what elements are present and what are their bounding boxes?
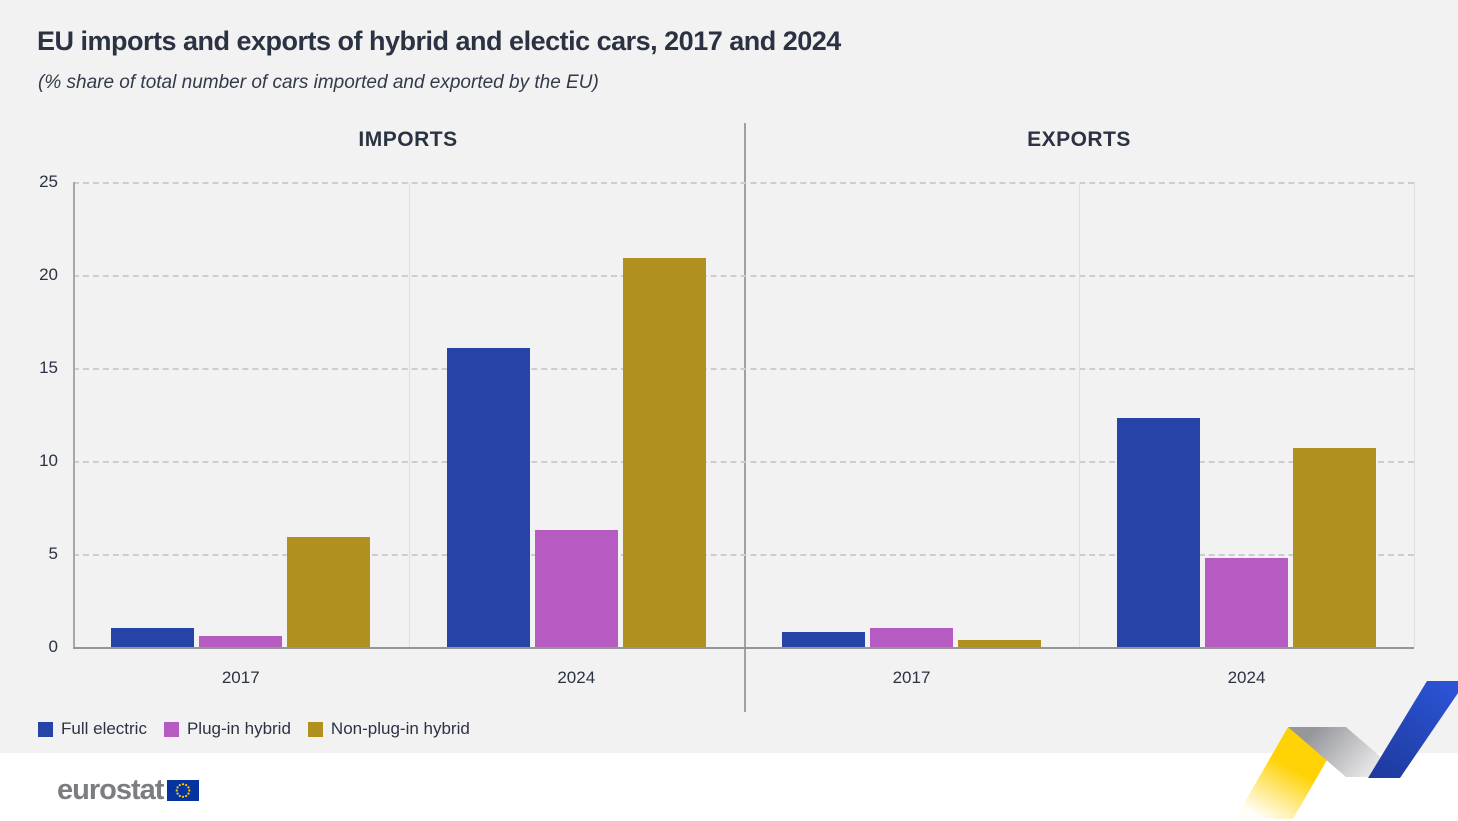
gridline-5 [73, 554, 1414, 556]
category-boundary-gridline [408, 182, 410, 647]
y-axis-line [73, 182, 75, 647]
legend-item-plug-in-hybrid: Plug-in hybrid [163, 719, 291, 739]
imports-panel-title: IMPORTS [358, 128, 458, 151]
bar-non-plug-in-hybrid-exports-2017 [958, 639, 1041, 647]
legend-label: Full electric [61, 719, 147, 738]
eurostat-wordmark: eurostat [57, 774, 164, 806]
footer-strip [0, 753, 1458, 821]
bar-non-plug-in-hybrid-exports-2024 [1293, 447, 1376, 647]
y-axis-tick-label: 10 [39, 451, 58, 470]
bar-full-electric-imports-2024 [446, 347, 530, 647]
category-boundary-gridline [1079, 182, 1080, 647]
y-axis-tick-label: 20 [39, 265, 58, 284]
legend-item-non-plug-in-hybrid: Non-plug-in hybrid [307, 719, 470, 739]
panel-divider-line [744, 123, 746, 712]
gridline-20 [73, 275, 1414, 277]
bar-plug-in-hybrid-imports-2017 [199, 635, 283, 647]
bar-full-electric-exports-2024 [1117, 418, 1200, 647]
y-axis-tick-label: 25 [39, 172, 58, 191]
bar-non-plug-in-hybrid-imports-2017 [287, 537, 371, 647]
y-axis-tick-label: 0 [48, 637, 58, 656]
eu-flag-icon [167, 780, 200, 801]
legend-swatch [163, 721, 179, 737]
legend-item-full-electric: Full electric [38, 719, 147, 739]
legend-label: Non-plug-in hybrid [330, 719, 470, 738]
plot-right-border [1414, 182, 1415, 647]
legend-swatch [307, 721, 323, 737]
exports-panel-title: EXPORTS [1027, 128, 1131, 151]
legend-label: Plug-in hybrid [186, 719, 291, 738]
gridline-25 [73, 182, 1414, 184]
gridline-10 [73, 461, 1414, 463]
category-label-imports-2017: 2017 [221, 668, 260, 687]
y-axis-tick-label: 5 [48, 544, 58, 563]
legend-swatch [38, 721, 53, 737]
bar-plug-in-hybrid-imports-2024 [534, 529, 618, 647]
eurostat-logo: eurostat [57, 774, 200, 807]
page-subtitle: (% share of total number of cars importe… [38, 72, 599, 93]
bar-plug-in-hybrid-exports-2024 [1205, 557, 1288, 647]
bar-full-electric-imports-2017 [111, 628, 195, 647]
gridline-15 [73, 368, 1414, 370]
bar-plug-in-hybrid-exports-2017 [870, 628, 953, 647]
x-axis-line [73, 647, 1414, 649]
category-label-exports-2017: 2017 [892, 668, 931, 687]
page-title: EU imports and exports of hybrid and ele… [37, 26, 841, 56]
bar-full-electric-exports-2017 [782, 632, 865, 647]
category-label-imports-2024: 2024 [557, 668, 596, 687]
category-label-exports-2024: 2024 [1227, 668, 1266, 687]
chart-legend: Full electric Plug-in hybrid Non-plug-in h… [38, 719, 470, 739]
y-axis-tick-label: 15 [39, 358, 58, 377]
bar-non-plug-in-hybrid-imports-2024 [622, 258, 706, 647]
